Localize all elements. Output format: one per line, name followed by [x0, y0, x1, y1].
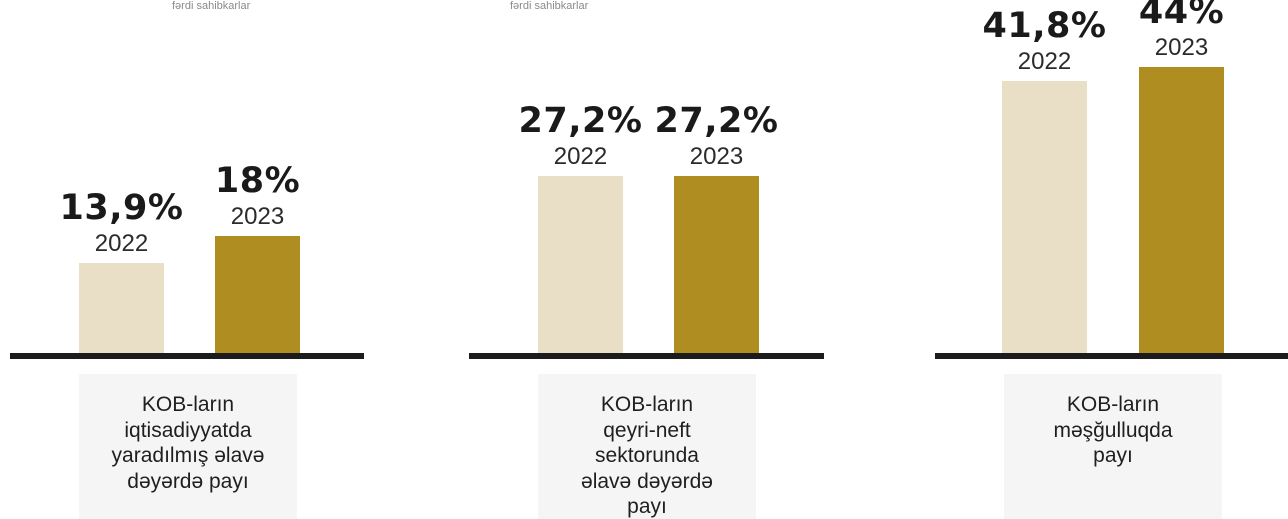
year-label: 2022	[553, 143, 608, 170]
caption-line: payı	[627, 495, 667, 518]
baseline	[10, 353, 364, 359]
bar-2023	[215, 236, 300, 353]
year-label: 2022	[1017, 48, 1072, 75]
bar-2023	[1139, 67, 1224, 353]
bar-2023	[674, 176, 759, 353]
value-label: 41,8%	[982, 6, 1107, 46]
value-label: 18%	[214, 161, 301, 201]
caption-line: dəyərdə payı	[127, 469, 249, 493]
bar-2022	[538, 176, 623, 353]
caption-line: məşğulluqda	[1053, 418, 1173, 442]
year-label: 2022	[94, 230, 149, 257]
top-note: fərdi sahibkarlar	[172, 0, 251, 12]
value-label: 44%	[1138, 0, 1225, 32]
bar-2022	[79, 263, 164, 353]
year-label: 2023	[230, 203, 285, 230]
baseline	[935, 353, 1288, 359]
value-label: 27,2%	[654, 101, 779, 141]
caption-line: KOB-ların	[141, 393, 235, 416]
caption-line: qeyri-neft	[603, 418, 691, 442]
caption-line: sektorunda	[595, 444, 699, 467]
category-caption-box: KOB-ların məşğulluqda payı	[1004, 374, 1222, 519]
value-label: 13,9%	[59, 188, 184, 228]
caption-line: KOB-ların	[600, 393, 694, 416]
year-label: 2023	[1154, 34, 1209, 61]
category-caption: KOB-ların qeyri-neft sektorunda əlavə dəyər…	[581, 374, 713, 519]
caption-line: payı	[1093, 444, 1133, 467]
category-caption-box: KOB-ların qeyri-neft sektorunda əlavə dəyər…	[538, 374, 756, 519]
caption-line: iqtisadiyyatda	[124, 418, 252, 442]
bar-2022	[1002, 81, 1087, 353]
category-caption: KOB-ların məşğulluqda payı	[1053, 374, 1172, 469]
caption-line: əlavə dəyərdə	[581, 469, 713, 493]
caption-line: KOB-ların	[1066, 393, 1160, 416]
category-caption: KOB-ların iqtisadiyyatda yaradılmış əlavə d…	[112, 374, 265, 494]
value-label: 27,2%	[518, 101, 643, 141]
category-caption-box: KOB-ların iqtisadiyyatda yaradılmış əlavə d…	[79, 374, 297, 519]
baseline	[469, 353, 824, 359]
year-label: 2023	[689, 143, 744, 170]
caption-line: yaradılmış əlavə	[111, 444, 265, 467]
top-note: fərdi sahibkarlar	[510, 0, 589, 12]
